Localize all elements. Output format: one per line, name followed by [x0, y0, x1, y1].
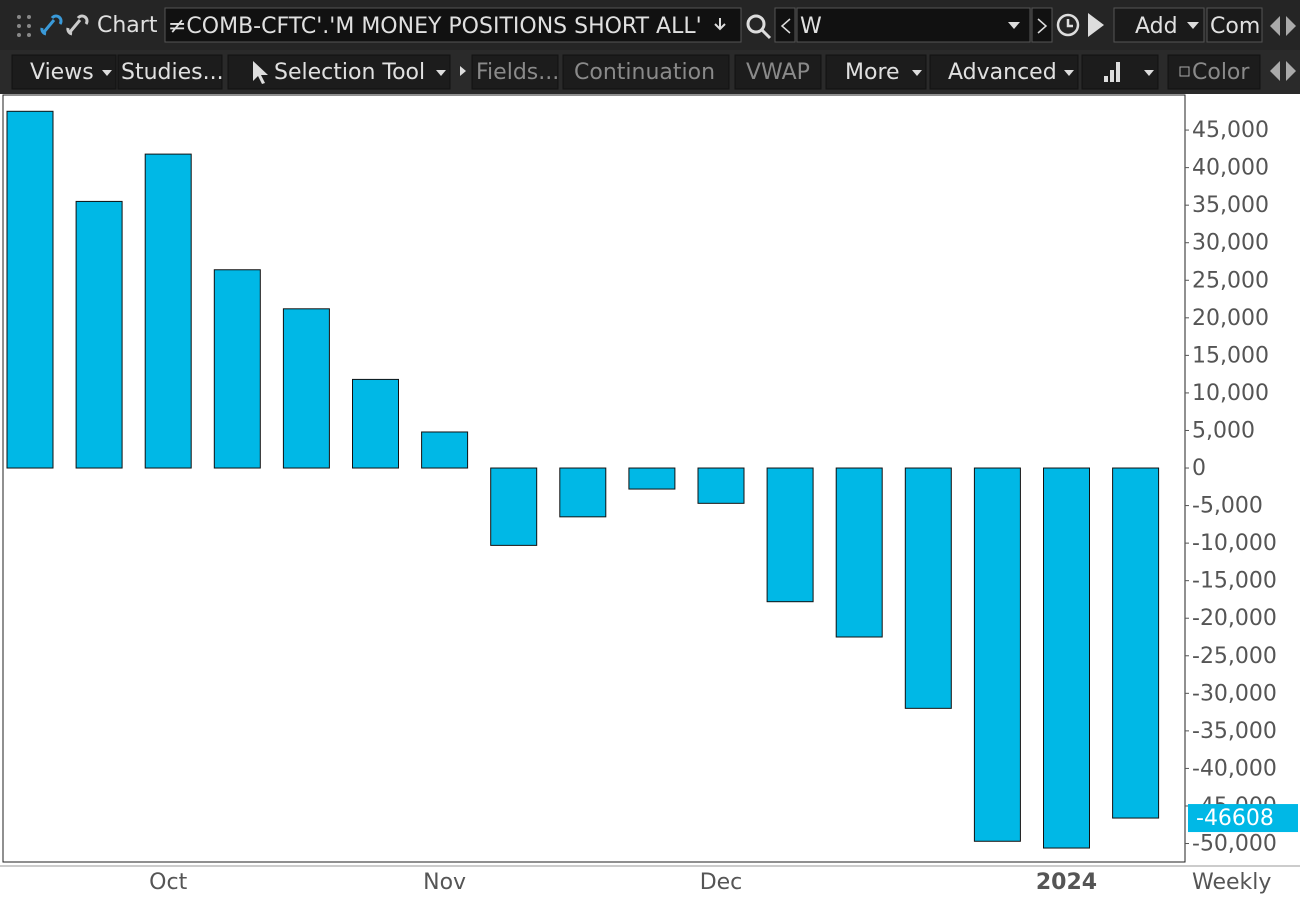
period-label: Weekly	[1192, 870, 1271, 895]
dropdown-icon	[436, 70, 446, 76]
toolbar-button-label[interactable]: Studies...	[121, 60, 224, 85]
toolbar-button-label[interactable]: Continuation	[574, 60, 715, 85]
color-swatch	[1179, 66, 1190, 77]
toolbar-button[interactable]	[11, 54, 117, 90]
bar	[766, 467, 814, 603]
y-tick-label: 25,000	[1192, 268, 1269, 293]
current-value-box	[1188, 804, 1298, 833]
toolbar-button-label[interactable]: Fields...	[476, 60, 559, 85]
y-tick-label: -30,000	[1192, 681, 1277, 706]
add-button[interactable]	[1113, 7, 1205, 43]
bar	[559, 467, 607, 518]
prev-button[interactable]	[774, 7, 796, 43]
symbol-box[interactable]	[164, 7, 742, 43]
bar	[1112, 467, 1160, 819]
dropdown-icon	[1064, 70, 1074, 76]
search-icon[interactable]	[746, 14, 772, 40]
play-icon[interactable]	[1088, 13, 1104, 37]
bar	[75, 200, 123, 469]
x-tick-label: Dec	[700, 870, 743, 895]
y-tick-label: -15,000	[1192, 569, 1277, 594]
toolbar-button[interactable]	[734, 54, 822, 90]
y-tick-label: -40,000	[1192, 756, 1277, 781]
bar	[1043, 467, 1090, 849]
prev-icon	[780, 18, 791, 34]
y-tick-label: 20,000	[1192, 306, 1269, 331]
y-tick-label: 35,000	[1192, 193, 1269, 218]
bar	[490, 467, 538, 546]
toolbar-button-label[interactable]: Advanced	[948, 60, 1057, 85]
dropdown-icon[interactable]	[714, 18, 726, 31]
y-tick-label: -10,000	[1192, 531, 1277, 556]
next-button[interactable]	[1031, 7, 1053, 43]
x-tick-label: Oct	[149, 870, 187, 895]
bar	[697, 467, 745, 504]
toolbar-button-label[interactable]: More	[845, 60, 900, 85]
toolbar-button[interactable]	[117, 54, 223, 90]
y-tick-label: -25,000	[1192, 644, 1277, 669]
dropdown-icon	[1008, 22, 1020, 29]
toolbar-button-label[interactable]: Color	[1192, 60, 1250, 85]
toolbar-button-label[interactable]: VWAP	[746, 60, 810, 85]
add-label[interactable]: Add	[1135, 14, 1178, 39]
y-tick-label: -20,000	[1192, 606, 1277, 631]
dropdown-icon	[912, 70, 922, 76]
toolbar-button[interactable]	[1167, 54, 1261, 90]
y-tick-label: 30,000	[1192, 231, 1269, 256]
toolbar-button[interactable]	[825, 54, 927, 90]
bar	[213, 269, 261, 469]
y-tick-label: 5,000	[1192, 418, 1255, 443]
scroll-arrows[interactable]	[1270, 61, 1296, 81]
bar	[6, 110, 54, 469]
clock-icon[interactable]	[1056, 13, 1080, 37]
com-button[interactable]	[1206, 7, 1263, 43]
y-tick-label: 10,000	[1192, 381, 1269, 406]
bar	[628, 467, 676, 490]
y-tick-label: 45,000	[1192, 118, 1269, 143]
chart-style-icon	[1104, 62, 1120, 82]
button-row: Views Studies... Selection Tool Fields... Co…	[11, 54, 1296, 90]
link-icon[interactable]	[66, 14, 89, 36]
toolbar-button[interactable]	[562, 54, 730, 90]
y-tick-label: 40,000	[1192, 156, 1269, 181]
scroll-arrows[interactable]	[1270, 16, 1296, 36]
symbol[interactable]: ≠COMB-CFTC'.'M MONEY POSITIONS SHORT ALL…	[168, 14, 702, 39]
bar	[973, 467, 1021, 842]
toolbar-button[interactable]	[471, 54, 559, 90]
bar	[282, 308, 330, 469]
window-title: Chart	[97, 13, 158, 38]
aggregation[interactable]: W	[800, 14, 822, 39]
current-value-label: -46608	[1196, 806, 1274, 831]
toolbar-button-label[interactable]: Views	[30, 60, 94, 85]
more-arrow	[460, 66, 466, 76]
x-tick-label: Nov	[423, 870, 466, 895]
toolbar-button[interactable]	[227, 54, 451, 90]
bar	[904, 467, 952, 709]
y-tick-label: -50,000	[1192, 832, 1277, 857]
bar	[835, 467, 883, 638]
dropdown-icon	[1144, 70, 1154, 76]
y-tick-label: 0	[1192, 456, 1206, 481]
dropdown-icon	[102, 70, 112, 76]
dropdown-icon	[1187, 22, 1199, 29]
drag-handle	[17, 15, 31, 37]
bar	[421, 431, 469, 469]
link-icon[interactable]	[40, 14, 63, 36]
bar	[144, 153, 192, 469]
bar	[352, 378, 399, 469]
toolbar-button[interactable]	[929, 54, 1079, 90]
next-icon	[1037, 18, 1048, 34]
cursor-icon	[253, 61, 268, 84]
toolbar-button-label[interactable]: Selection Tool	[274, 60, 425, 85]
com-label[interactable]: Com	[1210, 14, 1260, 39]
y-tick-label: -35,000	[1192, 719, 1277, 744]
y-tick-label: 15,000	[1192, 343, 1269, 368]
y-tick-label: -5,000	[1192, 494, 1263, 519]
x-tick-label: 2024	[1036, 870, 1097, 895]
aggregation-box[interactable]	[796, 7, 1031, 43]
